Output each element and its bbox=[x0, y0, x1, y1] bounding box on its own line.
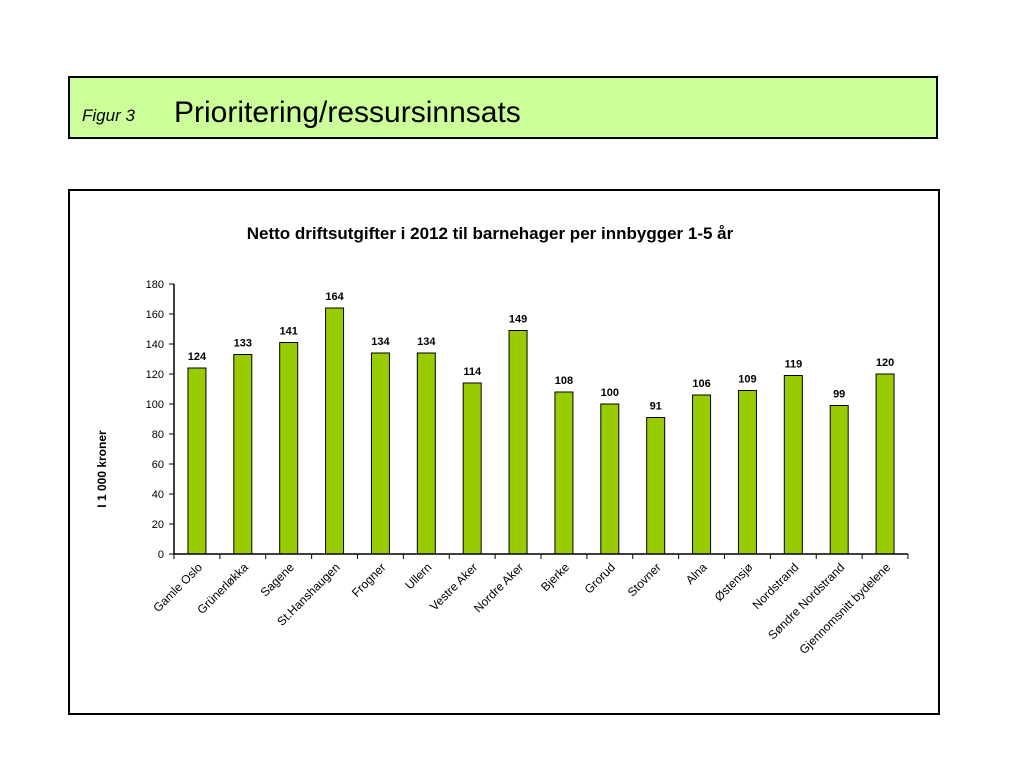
data-label: 114 bbox=[463, 366, 482, 378]
y-axis: 0 20 40 60 80 100 120 140 160 180 bbox=[146, 279, 175, 561]
bar bbox=[233, 354, 253, 555]
y-tick-label: 40 bbox=[152, 489, 164, 501]
x-tick-label: Bjerke bbox=[538, 560, 572, 594]
y-tick-label: 160 bbox=[146, 309, 164, 321]
x-tick-label: Gjennomsnitt bydelene bbox=[796, 560, 893, 657]
chart-panel: Netto driftsutgifter i 2012 til barnehag… bbox=[68, 189, 940, 715]
bar bbox=[646, 417, 666, 555]
bar-series: 124 133 141 164 134 134 114 149 108 100 91 106 109 11… bbox=[187, 291, 895, 555]
figure-label: Figur 3 bbox=[82, 106, 135, 125]
x-tick-label: Sagene bbox=[258, 560, 297, 599]
x-tick-label: Grorud bbox=[582, 560, 618, 596]
y-tick-label: 20 bbox=[152, 519, 164, 531]
bar bbox=[416, 352, 436, 555]
data-label: 106 bbox=[692, 378, 710, 390]
data-label: 134 bbox=[417, 336, 436, 348]
data-label: 91 bbox=[650, 401, 662, 413]
bar bbox=[462, 382, 482, 555]
x-tick-label: Frogner bbox=[349, 560, 389, 600]
bar bbox=[600, 403, 620, 555]
y-tick-label: 180 bbox=[146, 279, 164, 291]
bar bbox=[325, 307, 345, 555]
bar bbox=[370, 352, 390, 555]
y-tick-label: 120 bbox=[146, 369, 164, 381]
bar-chart: Netto driftsutgifter i 2012 til barnehag… bbox=[95, 224, 909, 657]
figure-title: Prioritering/ressursinnsats bbox=[174, 96, 521, 129]
data-label: 134 bbox=[371, 336, 390, 348]
bar bbox=[829, 405, 849, 555]
y-tick-label: 100 bbox=[146, 399, 164, 411]
data-label: 164 bbox=[325, 291, 344, 303]
y-tick-label: 0 bbox=[158, 549, 164, 561]
x-tick-label: Søndre Nordstrand bbox=[765, 560, 847, 642]
data-label: 109 bbox=[738, 374, 756, 386]
x-tick-label: Ullern bbox=[402, 560, 434, 592]
data-label: 120 bbox=[876, 357, 894, 369]
figure-header: Figur 3 Prioritering/ressursinnsats bbox=[68, 76, 938, 139]
bar bbox=[554, 391, 574, 555]
bar bbox=[187, 367, 207, 555]
bar bbox=[279, 342, 299, 555]
bar bbox=[692, 394, 712, 555]
y-axis-label: I 1 000 kroner bbox=[95, 430, 109, 508]
data-label: 100 bbox=[601, 387, 619, 399]
data-label: 133 bbox=[234, 338, 252, 350]
x-tick-label: Alna bbox=[683, 560, 710, 587]
chart-title: Netto driftsutgifter i 2012 til barnehag… bbox=[247, 224, 734, 243]
data-label: 119 bbox=[784, 359, 802, 371]
bar bbox=[875, 373, 895, 555]
data-label: 124 bbox=[188, 351, 207, 363]
bar bbox=[508, 330, 528, 555]
data-label: 99 bbox=[833, 389, 845, 401]
x-tick-label: Nordre Aker bbox=[471, 560, 526, 615]
y-tick-label: 140 bbox=[146, 339, 164, 351]
data-label: 149 bbox=[509, 314, 527, 326]
data-label: 141 bbox=[280, 326, 298, 338]
bar bbox=[783, 375, 803, 555]
y-tick-label: 80 bbox=[152, 429, 164, 441]
x-tick-label: Østensjø bbox=[712, 560, 756, 604]
y-tick-label: 60 bbox=[152, 459, 164, 471]
x-tick-label: Stovner bbox=[625, 560, 664, 599]
data-label: 108 bbox=[555, 375, 573, 387]
bar bbox=[737, 390, 757, 555]
